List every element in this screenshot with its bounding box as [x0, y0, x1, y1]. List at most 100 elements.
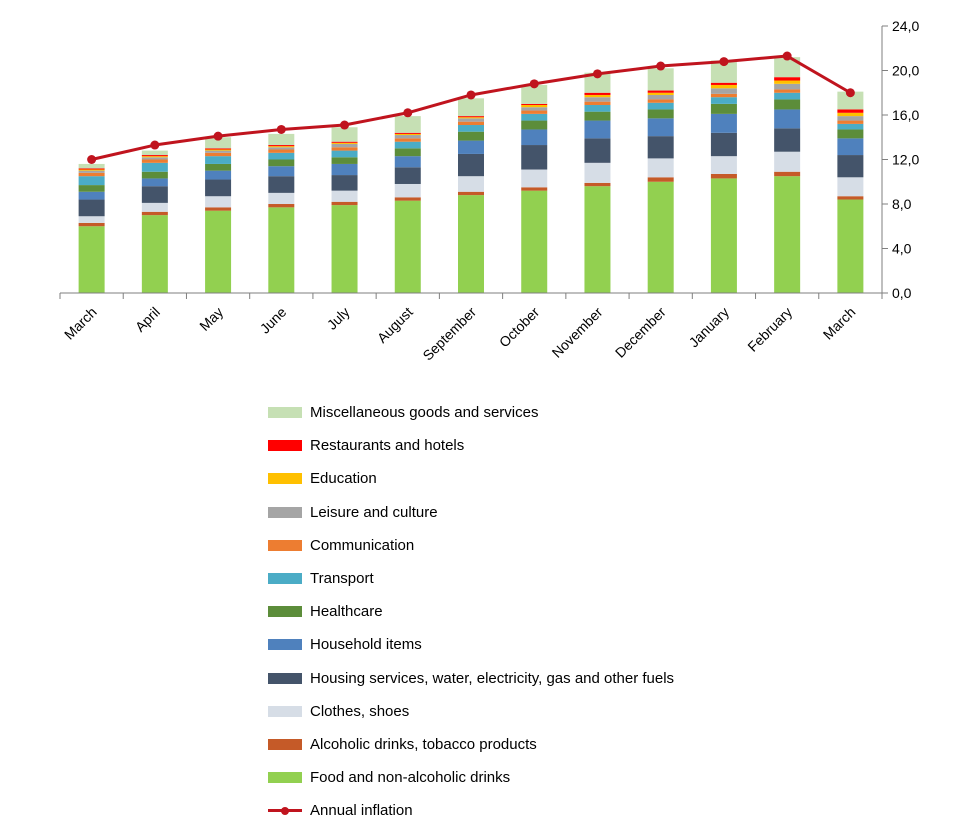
y-axis-tick-labels: 0,0 4,0 8,0 12,0 16,0 20,0 24,0 [892, 18, 919, 301]
bar-segment-4-1 [331, 201, 358, 206]
bar-segment-11-3 [774, 128, 801, 152]
bar-segment-11-11 [774, 57, 801, 78]
bar-segment-9-10 [647, 90, 674, 93]
bar-segment-5-3 [394, 167, 421, 184]
inflation-line-group [87, 51, 855, 164]
bar-segment-3-0 [268, 207, 295, 293]
bar-stacks [78, 57, 864, 294]
legend-label-1: Restaurants and hotels [310, 437, 465, 455]
bar-segment-6-4 [458, 140, 484, 154]
y-tick-label-0: 0,0 [892, 285, 912, 301]
bar-segment-12-0 [837, 199, 864, 293]
inflation-point-10 [719, 57, 729, 67]
bar-segment-6-9 [458, 117, 484, 119]
bar-segment-11-1 [774, 171, 801, 177]
bar-segment-3-10 [268, 145, 295, 147]
y-tick-label-1: 4,0 [892, 241, 912, 257]
bar-segment-1-3 [141, 186, 168, 203]
bar-segment-10-9 [710, 84, 737, 89]
bar-segment-6-1 [458, 191, 484, 196]
bar-segment-11-6 [774, 92, 801, 100]
bar-segment-6-0 [458, 195, 484, 293]
inflation-point-12 [845, 88, 855, 98]
x-axis-category-labels: March April May June July August September Octo… [61, 304, 859, 364]
bar-segment-7-1 [521, 187, 548, 191]
bar-segment-12-6 [837, 123, 864, 130]
bar-segment-5-1 [394, 197, 421, 201]
bar-segment-7-10 [521, 103, 548, 105]
bar-segment-8-2 [584, 162, 611, 183]
bar-segment-9-11 [647, 68, 674, 91]
x-tick-label-12: March [820, 304, 859, 343]
bar-segment-8-3 [584, 138, 611, 163]
bar-segment-8-4 [584, 120, 611, 139]
legend-swatch-11 [268, 772, 302, 784]
legend-swatch-4 [268, 539, 302, 551]
inflation-point-11 [782, 51, 792, 61]
bar-segment-3-11 [268, 133, 295, 146]
legend-item-2: Education [268, 462, 868, 495]
bar-segment-5-9 [394, 133, 421, 136]
bar-segment-2-2 [205, 196, 232, 208]
inflation-point-7 [529, 79, 539, 89]
bar-segment-4-11 [331, 127, 358, 142]
bar-segment-6-7 [458, 121, 484, 126]
bar-segment-9-3 [647, 136, 674, 159]
bar-segment-1-6 [141, 162, 168, 172]
bar-segment-10-11 [710, 60, 737, 83]
legend-line-marker-12 [268, 805, 302, 816]
bar-segment-9-4 [647, 118, 674, 137]
bar-segment-9-0 [647, 181, 674, 293]
stacked-bar-chart: 0,0 4,0 8,0 12,0 16,0 20,0 24,0 March April May J… [59, 18, 919, 364]
bar-segment-9-1 [647, 177, 674, 182]
legend-swatch-2 [268, 473, 302, 485]
bar-segment-2-5 [205, 163, 232, 171]
bar-segment-0-2 [78, 216, 105, 223]
legend-label-11: Food and non-alcoholic drinks [310, 769, 511, 787]
y-tick-label-4: 16,0 [892, 107, 919, 123]
axes [59, 25, 888, 299]
bar-segment-5-4 [394, 156, 421, 168]
legend-swatch-8 [268, 672, 302, 684]
bar-segment-0-5 [78, 185, 105, 192]
bar-segment-2-0 [205, 210, 232, 293]
legend-label-12: Annual inflation [310, 802, 413, 820]
x-tick-label-3: June [257, 304, 290, 337]
bar-segment-9-6 [647, 102, 674, 110]
bar-segment-0-1 [78, 222, 105, 227]
bar-segment-6-2 [458, 176, 484, 192]
bar-segment-10-3 [710, 132, 737, 157]
bar-segment-3-5 [268, 159, 295, 167]
bar-segment-8-11 [584, 72, 611, 93]
legend-item-1: Restaurants and hotels [268, 429, 868, 462]
bar-segment-7-7 [521, 110, 548, 114]
bar-segment-2-10 [205, 148, 232, 150]
bar-segment-8-6 [584, 104, 611, 112]
bar-segment-8-0 [584, 186, 611, 293]
bar-segment-11-7 [774, 89, 801, 93]
x-tick-label-4: July [324, 304, 353, 333]
bar-segment-3-9 [268, 146, 295, 148]
x-tick-label-2: May [196, 304, 226, 334]
bar-segment-12-10 [837, 109, 864, 113]
bar-segment-4-10 [331, 141, 358, 143]
bar-segment-5-7 [394, 138, 421, 142]
y-tick-label-3: 12,0 [892, 152, 919, 168]
bar-segment-10-10 [710, 82, 737, 85]
bar-segment-7-6 [521, 113, 548, 121]
bar-segment-4-5 [331, 157, 358, 164]
bar-segment-7-5 [521, 120, 548, 130]
inflation-point-4 [340, 120, 350, 130]
bar-segment-0-7 [78, 172, 105, 177]
bar-segment-2-3 [205, 179, 232, 197]
legend-label-0: Miscellaneous goods and services [310, 404, 539, 422]
bar-segment-1-8 [141, 157, 168, 160]
bar-segment-4-8 [331, 143, 358, 148]
x-tick-label-9: December [612, 304, 669, 361]
legend-item-12: Annual inflation [268, 794, 868, 827]
bar-segment-10-7 [710, 93, 737, 98]
bar-segment-3-8 [268, 147, 295, 150]
x-tick-label-10: January [686, 304, 733, 351]
legend-swatch-5 [268, 573, 302, 585]
y-tick-label-6: 24,0 [892, 18, 919, 34]
